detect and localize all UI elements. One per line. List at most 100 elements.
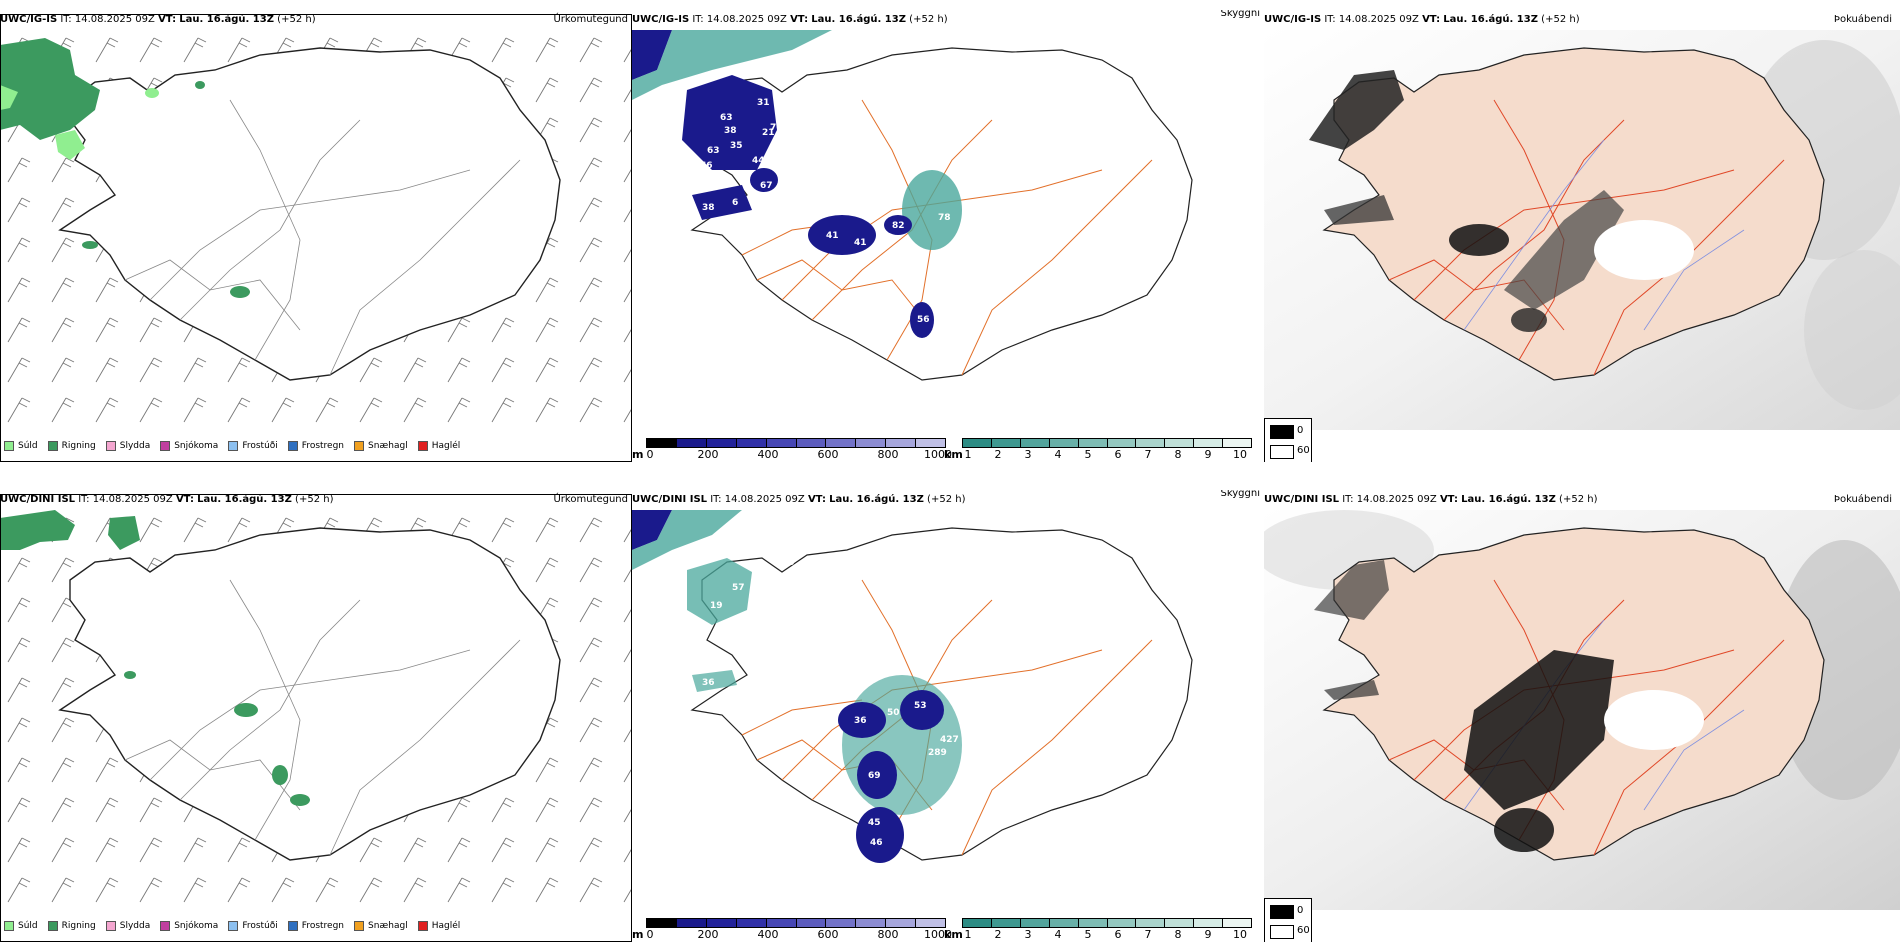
- legend-label: Súld: [18, 921, 38, 931]
- legend-swatch: [287, 441, 298, 451]
- visibility-map[interactable]: 31 63 38 35 44 66 63 67 21 76 6 41 82 78…: [632, 30, 1264, 430]
- legend-item: Haglél: [417, 921, 461, 931]
- legend-item: Haglél: [417, 441, 461, 451]
- height-colorbar-bar: [646, 918, 946, 928]
- visibility-value: 427: [940, 735, 959, 745]
- vt-value: Lau. 16.ágú. 13Z: [179, 14, 274, 25]
- legend-item: Rigning: [47, 921, 96, 931]
- legend-label: Haglél: [431, 441, 461, 451]
- visibility-value: 35: [730, 141, 743, 151]
- legend-item: Snæhagl: [354, 441, 408, 451]
- legend-swatch: [47, 921, 58, 931]
- colorbar-tick: 3: [1024, 448, 1032, 461]
- precip-map[interactable]: [0, 510, 632, 910]
- legend-label: Frostregn: [301, 921, 345, 931]
- legend-label: Súld: [18, 441, 38, 451]
- panel-header: UWC/IG-IS IT: 14.08.2025 09Z VT: Lau. 16…: [0, 10, 632, 30]
- vt-label: VT:: [158, 14, 177, 25]
- colorbar-tick: 10: [1233, 928, 1247, 941]
- fog-map[interactable]: [1264, 30, 1900, 430]
- legend-item: Snjókoma: [160, 441, 218, 451]
- legend-swatch: [228, 441, 239, 451]
- lead-time: (+52 h): [909, 14, 948, 25]
- colorbar-tick: 1: [964, 448, 972, 461]
- colorbar-tick: 4: [1054, 448, 1062, 461]
- colorbar-tick: 1: [964, 928, 972, 941]
- legend-swatch: [417, 921, 428, 931]
- visibility-value: 76: [770, 123, 783, 133]
- visibility-value: 289: [928, 748, 947, 758]
- colorbar-tick: 0: [646, 448, 654, 461]
- legend-item: Frostúði: [228, 921, 278, 931]
- colorbar-tick: 3: [1024, 928, 1032, 941]
- panel-header: UWC/DINI ISL IT: 14.08.2025 09Z VT: Lau.…: [0, 490, 632, 510]
- height-colorbar: m 0 200 400 600 800 1000: [632, 918, 952, 942]
- visibility-value: 44: [752, 156, 765, 166]
- lead-time: (+52 h): [1541, 14, 1580, 25]
- model-name: UWC/IG-IS: [1264, 14, 1322, 25]
- visibility-value: 63: [707, 146, 720, 156]
- legend-item: Rigning: [47, 441, 96, 451]
- it-value: 14.08.2025 09Z: [1338, 14, 1419, 25]
- lead-time: (+52 h): [927, 494, 966, 505]
- vt-value: Lau. 16.ágú. 13Z: [829, 494, 924, 505]
- visibility-value: 50: [887, 708, 900, 718]
- legend-label: Frostregn: [301, 441, 345, 451]
- legend-swatch: [354, 921, 365, 931]
- colorbar-tick: 1000: [924, 928, 952, 941]
- visibility-value: 41: [854, 238, 867, 248]
- panel-header: UWC/IG-IS IT: 14.08.2025 09Z VT: Lau. 16…: [632, 10, 1264, 30]
- legend-swatch: [228, 921, 239, 931]
- fog-legend-low: 0: [1297, 425, 1304, 436]
- visibility-map[interactable]: 10 36 50 53 168 69 289 427 45 46 57 19 3…: [632, 510, 1264, 910]
- legend-item: Súld: [4, 921, 38, 931]
- km-colorbar-bar: [962, 918, 1252, 928]
- visibility-value: 45: [868, 818, 881, 828]
- colorbar-tick: 8: [1174, 928, 1182, 941]
- colorbar-tick: 600: [817, 928, 839, 941]
- visibility-value: 41: [826, 231, 839, 241]
- visibility-value: 6: [732, 198, 738, 208]
- fog-legend-high: 60: [1297, 925, 1310, 936]
- panel-title: Þokuábendi: [1833, 14, 1892, 25]
- it-label: IT:: [710, 494, 722, 505]
- legend-label: Snæhagl: [368, 441, 408, 451]
- colorbar-unit: km: [944, 448, 963, 461]
- visibility-value: 36: [702, 678, 715, 688]
- colorbar-tick: 6: [1114, 448, 1122, 461]
- legend-label: Haglél: [431, 921, 461, 931]
- vt-label: VT:: [790, 14, 809, 25]
- fog-legend: 0 60: [1264, 418, 1312, 462]
- legend-label: Slydda: [119, 921, 151, 931]
- height-colorbar-bar: [646, 438, 946, 448]
- legend-swatch: [4, 921, 14, 931]
- colorbar-tick: 4: [1054, 928, 1062, 941]
- precip-legend: Súld Rigning Slydda Snjókoma Frostúði Fr…: [4, 436, 460, 456]
- fog-panel-1: UWC/IG-IS IT: 14.08.2025 09Z VT: Lau. 16…: [1264, 10, 1900, 462]
- visibility-value: 63: [720, 113, 733, 123]
- colorbar-tick: 0: [646, 928, 654, 941]
- vt-value: Lau. 16.ágú. 13Z: [1461, 494, 1556, 505]
- model-name: UWC/DINI ISL: [1264, 494, 1340, 505]
- fog-map[interactable]: [1264, 510, 1900, 910]
- legend-item: Súld: [4, 441, 38, 451]
- legend-swatch: [417, 441, 428, 451]
- colorbar-unit: km: [944, 928, 963, 941]
- precip-map[interactable]: [0, 30, 632, 430]
- legend-item: Snæhagl: [354, 921, 408, 931]
- panel-header: UWC/DINI ISL IT: 14.08.2025 09Z VT: Lau.…: [632, 490, 1264, 510]
- colorbar-tick: 5: [1084, 448, 1092, 461]
- visibility-value: 66: [700, 161, 713, 171]
- panel-title: Skyggni: [1220, 490, 1260, 499]
- panel-title: Úrkomutegund: [553, 14, 628, 25]
- colorbar-tick: 2: [994, 928, 1002, 941]
- colorbar-tick: 400: [757, 928, 779, 941]
- colorbar-tick: 8: [1174, 448, 1182, 461]
- legend-swatch: [160, 921, 171, 931]
- legend-item: Slydda: [105, 441, 150, 451]
- visibility-panel-1: UWC/IG-IS IT: 14.08.2025 09Z VT: Lau. 16…: [632, 10, 1264, 462]
- visibility-value: 67: [760, 181, 773, 191]
- precip-panel-2: UWC/DINI ISL IT: 14.08.2025 09Z VT: Lau.…: [0, 490, 632, 942]
- vt-label: VT:: [1439, 494, 1458, 505]
- model-name: UWC/DINI ISL: [632, 494, 708, 505]
